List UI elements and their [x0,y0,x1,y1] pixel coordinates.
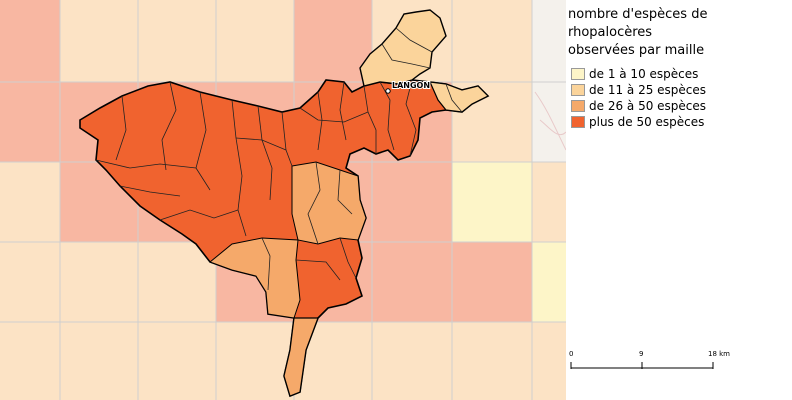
commune-boundaries [95,27,463,291]
grid-cell [138,322,216,400]
road-lines [534,91,566,151]
legend-label: plus de 50 espèces [589,115,705,129]
territory-center-zone [291,161,367,245]
town-marker: LANGON [385,80,431,94]
scale-bar [570,362,714,369]
town-point-icon [385,88,391,94]
grid-cell [0,0,60,82]
grid-cell [532,322,566,400]
grid-cell [532,0,566,82]
legend-title-line: observées par maille [568,43,705,58]
legend-item: plus de 50 espèces [571,115,704,129]
grid-cell [0,162,60,242]
scale-label-mid: 9 [639,350,644,358]
legend-title-line: nombre d'espèces de [568,7,708,22]
grid-cell [452,162,532,242]
grid-cell [138,0,216,82]
map-svg: LANGON [0,0,566,400]
grid-cell [294,0,372,82]
legend-label: de 1 à 10 espèces [589,67,699,81]
grid-cell [138,242,216,322]
grid-cell [0,82,60,162]
legend-panel: nombre d'espèces de rhopalocères observé… [566,0,792,400]
grid-cell [452,0,532,82]
legend-item: de 26 à 50 espèces [571,99,706,113]
grid-cell [372,242,452,322]
grid-cell [0,242,60,322]
grid-cell [216,0,294,82]
legend-title-line: rhopalocères [568,25,653,40]
grid-cell [532,242,566,322]
territory-southwest-zone [209,237,301,319]
legend-label: de 11 à 25 espèces [589,83,707,97]
territory [79,9,490,398]
scale-label-start: 0 [569,350,574,358]
grid-cell [0,322,60,400]
grid-cell [532,162,566,242]
grid-cell [60,322,138,400]
grid-cell [452,322,532,400]
grid-cell [372,322,452,400]
grid-cell [60,242,138,322]
legend-swatch [571,116,585,128]
legend-label: de 26 à 50 espèces [589,99,707,113]
map-canvas: LANGON [0,0,566,400]
legend-item: de 11 à 25 espèces [571,83,706,97]
grid-cell [60,0,138,82]
territory-south-tail [283,317,319,397]
legend-swatch [571,84,585,96]
legend-swatch [571,68,585,80]
grid-cell [372,162,452,242]
grid-cell [216,322,294,400]
legend-swatch [571,100,585,112]
grid-cell [452,242,532,322]
legend-item: de 1 à 10 espèces [571,67,698,81]
scale-label-end: 18 km [708,350,731,358]
legend-title: nombre d'espèces de rhopalocères observé… [568,6,768,60]
territory-east-lobe [429,81,490,113]
grid-cell [532,82,566,162]
town-label: LANGON [392,81,430,90]
